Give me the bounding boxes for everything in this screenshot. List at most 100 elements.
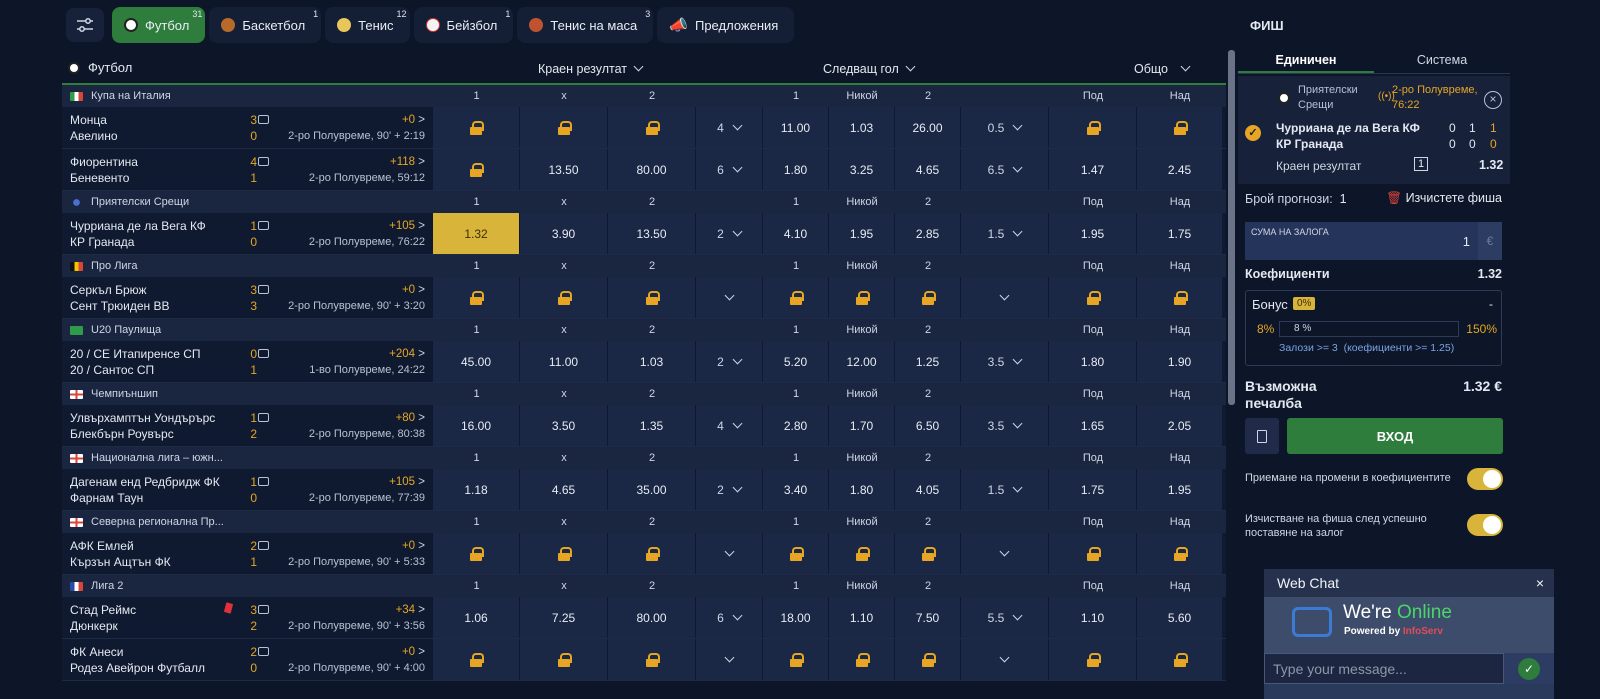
tab-table-tennis[interactable]: Тенис на маса 3 <box>517 7 654 43</box>
odd-button[interactable]: 1.03 <box>829 107 895 148</box>
more-markets-link[interactable]: +0 > <box>402 644 425 660</box>
odd-button[interactable]: 12.00 <box>829 341 895 382</box>
stake-input[interactable]: СУМА НА ЗАЛОГА 1 € <box>1245 222 1502 260</box>
odd-button[interactable]: 3.25 <box>829 149 895 190</box>
match-teams[interactable]: Фиорентина Беневенто 4 1 +118 >2-ро Полуврем… <box>62 149 433 190</box>
odd-button[interactable]: 35.00 <box>608 469 696 510</box>
toggle-accept-odds[interactable] <box>1467 468 1503 490</box>
more-markets-link[interactable]: +105 > <box>389 474 425 490</box>
odd-button[interactable]: 1.95 <box>829 213 895 254</box>
line-select[interactable]: 1.5 <box>961 469 1049 510</box>
line-select[interactable]: 2 <box>696 213 763 254</box>
odd-button[interactable]: 45.00 <box>433 341 520 382</box>
odd-button[interactable]: 4.65 <box>895 149 961 190</box>
odd-button[interactable]: 80.00 <box>608 597 696 638</box>
close-icon[interactable]: × <box>1484 91 1502 109</box>
tab-basketball[interactable]: Баскетбол 1 <box>209 7 322 43</box>
more-markets-link[interactable]: +34 > <box>396 602 425 618</box>
odd-button[interactable]: 1.25 <box>895 341 961 382</box>
odd-button[interactable]: 1.35 <box>608 405 696 446</box>
filter-button[interactable] <box>66 8 104 42</box>
scrollbar[interactable] <box>1228 50 1235 405</box>
chat-message-input[interactable]: Type your message... <box>1264 653 1504 684</box>
tab-promotions[interactable]: 📣 Предложения <box>657 7 795 43</box>
line-select[interactable]: 4 <box>696 405 763 446</box>
close-icon[interactable]: × <box>1535 575 1544 591</box>
more-markets-link[interactable]: +0 > <box>402 282 425 298</box>
match-teams[interactable]: Дагенам енд Редбридж ФК Фарнам Таун 1 0 +105… <box>62 469 433 510</box>
line-select[interactable]: 5.5 <box>961 597 1049 638</box>
line-select[interactable]: 3.5 <box>961 405 1049 446</box>
odd-button[interactable]: 1.75 <box>1049 469 1137 510</box>
market-select-final-result[interactable]: Краен резултат <box>538 52 644 85</box>
odd-button[interactable]: 5.20 <box>763 341 829 382</box>
match-teams[interactable]: Монца Авелино 3 0 +0 >2-ро Полувреме, 90' + … <box>62 107 433 148</box>
odd-button[interactable]: 1.32 <box>433 213 520 254</box>
odd-button[interactable]: 4.05 <box>895 469 961 510</box>
more-markets-link[interactable]: +204 > <box>389 346 425 362</box>
odd-button[interactable]: 1.47 <box>1049 149 1137 190</box>
odd-button[interactable]: 1.65 <box>1049 405 1137 446</box>
tab-single[interactable]: Единичен <box>1238 46 1374 73</box>
line-select[interactable] <box>961 533 1049 574</box>
chat-send-button[interactable]: ✓ <box>1504 653 1554 684</box>
line-select[interactable]: 6.5 <box>961 149 1049 190</box>
odd-button[interactable]: 1.70 <box>829 405 895 446</box>
odd-button[interactable]: 5.60 <box>1137 597 1223 638</box>
tab-system[interactable]: Система <box>1416 53 1468 67</box>
odd-button[interactable]: 1.95 <box>1137 469 1223 510</box>
match-teams[interactable]: Улвърхамптън Уондърърс Блекбърн Роувърс 1 2… <box>62 405 433 446</box>
line-select[interactable] <box>696 639 763 680</box>
odd-button[interactable]: 2.05 <box>1137 405 1223 446</box>
more-markets-link[interactable]: +0 > <box>402 112 425 128</box>
tab-tennis[interactable]: Тенис 12 <box>325 7 410 43</box>
market-select-next-goal[interactable]: Следващ гол <box>823 52 916 85</box>
line-select[interactable] <box>696 277 763 318</box>
calculator-button[interactable] <box>1245 418 1279 454</box>
odd-button[interactable]: 13.50 <box>608 213 696 254</box>
line-select[interactable]: 4 <box>696 107 763 148</box>
line-select[interactable]: 1.5 <box>961 213 1049 254</box>
line-select[interactable]: 6 <box>696 597 763 638</box>
odd-button[interactable]: 1.80 <box>1049 341 1137 382</box>
odd-button[interactable]: 7.50 <box>895 597 961 638</box>
tab-baseball[interactable]: Бейзбол 1 <box>413 7 514 43</box>
odd-button[interactable]: 1.10 <box>829 597 895 638</box>
odd-button[interactable]: 18.00 <box>763 597 829 638</box>
clear-slip-button[interactable]: 🗑 Изчистете фиша <box>1386 191 1502 206</box>
odd-button[interactable]: 6.50 <box>895 405 961 446</box>
odd-button[interactable]: 3.40 <box>763 469 829 510</box>
match-teams[interactable]: ФК Анеси Родез Авейрон Футбалл 2 0 +0 >2-ро … <box>62 639 433 680</box>
odd-button[interactable]: 1.75 <box>1137 213 1223 254</box>
match-teams[interactable]: Серкъл Брюж Сент Трюиден ВВ 3 3 +0 >2-ро Пол… <box>62 277 433 318</box>
more-markets-link[interactable]: +0 > <box>402 538 425 554</box>
odd-button[interactable]: 2.80 <box>763 405 829 446</box>
line-select[interactable]: 6 <box>696 149 763 190</box>
odd-button[interactable]: 1.18 <box>433 469 520 510</box>
odd-button[interactable]: 13.50 <box>520 149 608 190</box>
line-select[interactable]: 2 <box>696 469 763 510</box>
odd-button[interactable]: 1.06 <box>433 597 520 638</box>
more-markets-link[interactable]: +118 > <box>390 154 425 170</box>
line-select[interactable] <box>696 533 763 574</box>
match-teams[interactable]: Чурриана де ла Вега КФ КР Гранада 1 0 +105 >… <box>62 213 433 254</box>
odd-button[interactable]: 4.10 <box>763 213 829 254</box>
login-button[interactable]: ВХОД <box>1287 418 1503 454</box>
odd-button[interactable]: 80.00 <box>608 149 696 190</box>
odd-button[interactable]: 1.10 <box>1049 597 1137 638</box>
match-teams[interactable]: Стад Реймс Дюнкерк 3 2 +34 >2-ро Полувреме, … <box>62 597 433 638</box>
odd-button[interactable]: 2.85 <box>895 213 961 254</box>
line-select[interactable] <box>961 277 1049 318</box>
match-teams[interactable]: 20 / СЕ Итапиренсе СП 20 / Сантос СП 0 1 +20… <box>62 341 433 382</box>
line-select[interactable]: 3.5 <box>961 341 1049 382</box>
line-select[interactable]: 0.5 <box>961 107 1049 148</box>
toggle-clear-slip[interactable] <box>1467 514 1503 536</box>
odd-button[interactable]: 1.80 <box>829 469 895 510</box>
odd-button[interactable]: 3.50 <box>520 405 608 446</box>
odd-button[interactable]: 1.03 <box>608 341 696 382</box>
odd-button[interactable]: 1.95 <box>1049 213 1137 254</box>
odd-button[interactable]: 11.00 <box>520 341 608 382</box>
odd-button[interactable]: 4.65 <box>520 469 608 510</box>
odd-button[interactable]: 26.00 <box>895 107 961 148</box>
odd-button[interactable]: 1.80 <box>763 149 829 190</box>
